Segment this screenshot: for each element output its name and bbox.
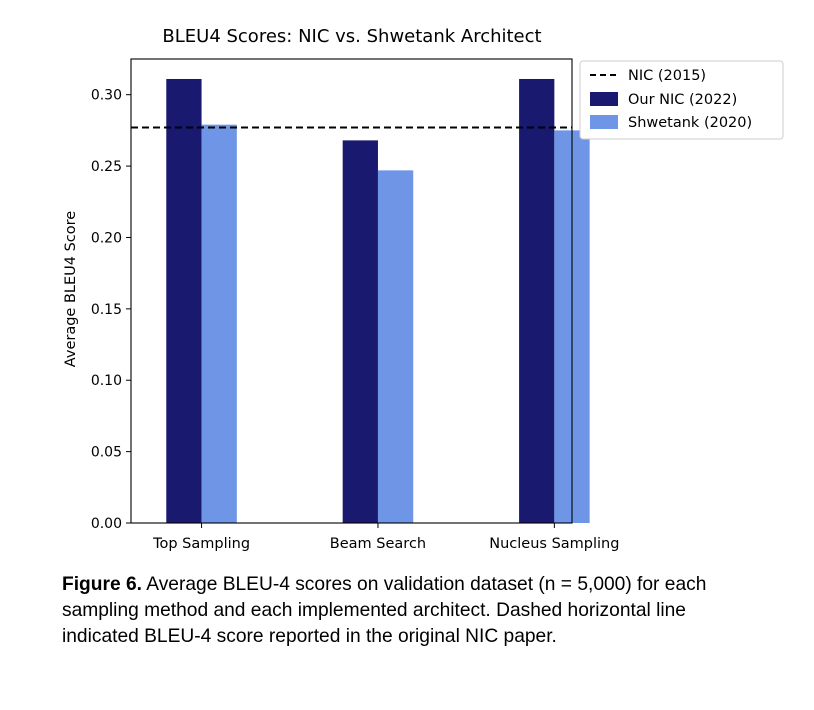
legend-swatch-shwetank bbox=[590, 115, 618, 129]
bar-shwetank-1 bbox=[377, 170, 414, 524]
legend: NIC (2015) Our NIC (2022) Shwetank (2020) bbox=[579, 60, 784, 140]
legend-label-1: Our NIC (2022) bbox=[628, 92, 737, 108]
y-tick-label-1: 0.05 bbox=[91, 445, 122, 461]
x-tick-label-1: Beam Search bbox=[330, 536, 426, 552]
figure-caption: Figure 6. Average BLEU-4 scores on valid… bbox=[62, 572, 762, 650]
plot-frame bbox=[130, 58, 573, 524]
y-tick-label-6: 0.30 bbox=[91, 88, 122, 104]
x-tick-label-0: Top Sampling bbox=[152, 536, 250, 552]
y-tick-label-4: 0.20 bbox=[91, 230, 122, 246]
bar-our-nic-0 bbox=[166, 78, 202, 524]
bar-our-nic-1 bbox=[342, 140, 378, 523]
caption-label: Figure 6. bbox=[62, 574, 142, 595]
y-tick-label-3: 0.15 bbox=[91, 302, 122, 318]
y-tick-label-2: 0.10 bbox=[91, 373, 122, 389]
chart-title: BLEU4 Scores: NIC vs. Shwetank Architect bbox=[162, 26, 541, 47]
bar-shwetank-0 bbox=[201, 124, 237, 524]
x-tick-label-2: Nucleus Sampling bbox=[489, 536, 619, 552]
legend-swatch-our-nic bbox=[590, 92, 618, 106]
y-tick-label-0: 0.00 bbox=[91, 516, 122, 532]
bar-our-nic-2 bbox=[519, 78, 555, 524]
legend-label-2: Shwetank (2020) bbox=[628, 115, 752, 131]
bleu4-bar-chart: BLEU4 Scores: NIC vs. Shwetank Architect… bbox=[63, 26, 784, 552]
y-axis-label: Average BLEU4 Score bbox=[63, 211, 79, 367]
legend-box bbox=[579, 60, 784, 140]
caption-text: Average BLEU-4 scores on validation data… bbox=[62, 574, 707, 647]
plot-area: 0.00 0.05 0.10 0.15 0.20 0.25 0.30 Top Sampling… bbox=[91, 58, 619, 552]
y-tick-label-5: 0.25 bbox=[91, 159, 122, 175]
legend-label-0: NIC (2015) bbox=[628, 68, 706, 84]
